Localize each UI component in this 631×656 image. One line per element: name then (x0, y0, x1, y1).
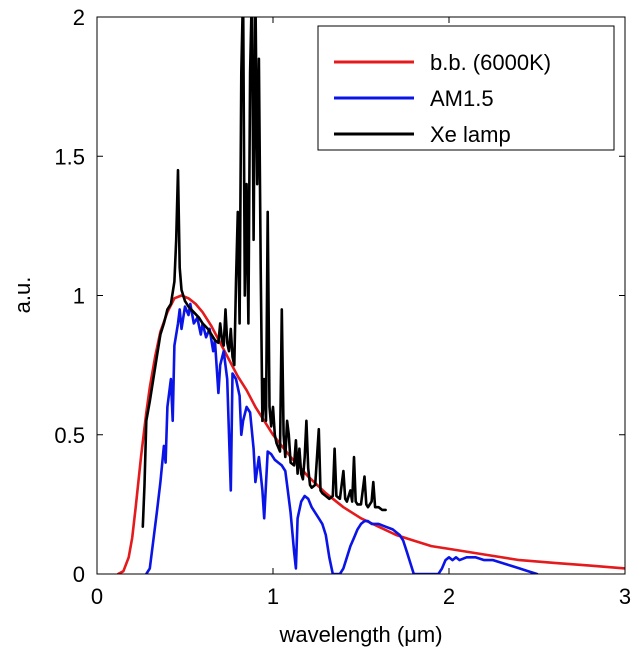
x-tick-label-0: 0 (91, 584, 103, 609)
plot-frame (96, 16, 626, 575)
y-tick-label-2: 1 (73, 284, 85, 309)
legend-label-1: AM1.5 (430, 86, 494, 111)
y-axis-title: a.u. (10, 277, 35, 314)
x-axis-title: wavelength (μm) (278, 622, 442, 647)
legend: b.b. (6000K) AM1.5 Xe lamp (317, 25, 615, 151)
x-tick-label-2: 2 (443, 584, 455, 609)
y-tick-label-4: 2 (73, 5, 85, 30)
series-layer (116, 17, 625, 574)
series-line-0 (116, 294, 625, 574)
legend-label-2: Xe lamp (430, 122, 511, 147)
ticks-layer: 0 1 2 3 0 0.5 1 1.5 2 (54, 5, 631, 609)
y-tick-label-0: 0 (73, 562, 85, 587)
series-line-1 (145, 302, 539, 574)
y-tick-label-1: 0.5 (54, 423, 85, 448)
legend-label-0: b.b. (6000K) (430, 50, 551, 75)
legend-box (317, 25, 615, 151)
y-tick-label-3: 1.5 (54, 144, 85, 169)
x-tick-label-3: 3 (619, 584, 631, 609)
x-tick-label-1: 1 (267, 584, 279, 609)
series-line-2 (141, 17, 387, 528)
